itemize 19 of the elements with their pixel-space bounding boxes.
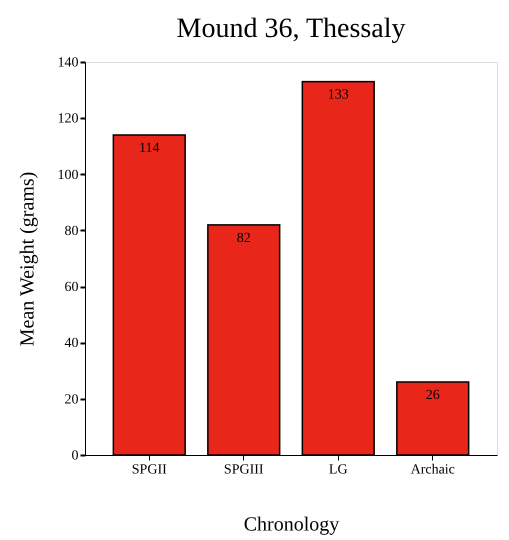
y-tick-label: 100 bbox=[58, 168, 78, 183]
data-label: 26 bbox=[426, 388, 440, 404]
y-tick-label: 140 bbox=[58, 56, 78, 70]
data-label: 82 bbox=[236, 230, 251, 246]
x-tick-label: LG bbox=[328, 462, 348, 478]
x-tick-label: SPGIII bbox=[224, 462, 264, 478]
y-tick-label: 20 bbox=[64, 392, 78, 408]
chart-title: Mound 36, Thessaly bbox=[176, 13, 406, 44]
data-label: 114 bbox=[139, 140, 160, 156]
x-tick-label: Archaic bbox=[410, 462, 455, 478]
x-axis-title: Chronology bbox=[244, 514, 340, 536]
y-axis-title: Mean Weight (grams) bbox=[16, 172, 38, 346]
y-tick-label: 120 bbox=[58, 112, 78, 127]
y-tick-label: 80 bbox=[64, 224, 78, 239]
y-tick-label: 60 bbox=[64, 280, 78, 296]
x-tick-label: SPGII bbox=[132, 462, 168, 478]
y-tick-label: 40 bbox=[64, 336, 78, 352]
y-tick-label: 0 bbox=[72, 448, 78, 464]
data-label: 133 bbox=[328, 88, 349, 103]
